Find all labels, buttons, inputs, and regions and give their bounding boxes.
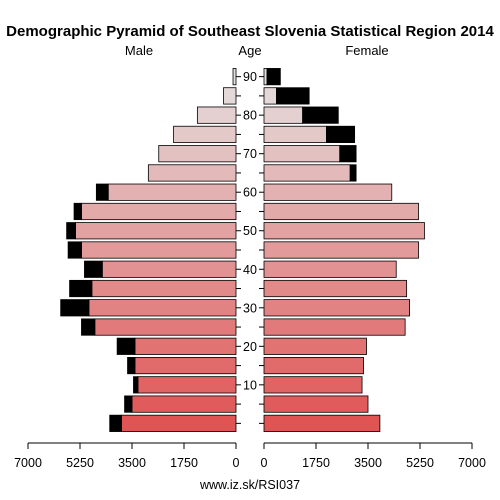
age-tick-label-40: 40 — [243, 263, 257, 277]
female-bar-45-49 — [263, 241, 419, 259]
male-excess-bar-10-14 — [133, 376, 139, 394]
female-excess-bar-80-84 — [302, 106, 339, 124]
female-excess-bar-70-74 — [339, 145, 357, 163]
male-excess-bar-55-59 — [73, 202, 82, 221]
female-bar-15-19 — [263, 356, 364, 375]
male-bar-5-9 — [131, 395, 237, 413]
age-tick-label-70: 70 — [243, 147, 257, 161]
male-bar-50-54 — [75, 222, 237, 240]
male-bar-65-69 — [147, 164, 237, 182]
male-excess-bar-25-29 — [81, 318, 96, 336]
age-tick-label-60: 60 — [243, 186, 257, 200]
female-bar-50-54 — [263, 222, 425, 240]
x-tick-label-3: 1750 — [170, 456, 198, 470]
male-excess-bar-40-44 — [84, 260, 103, 278]
female-bar-65-69 — [263, 164, 351, 182]
x-tick-label-7: 5250 — [406, 456, 434, 470]
female-bar-30-34 — [263, 299, 411, 317]
male-bar-10-14 — [137, 376, 237, 394]
x-tick-label-1: 5250 — [66, 456, 94, 470]
female-excess-bar-75-79 — [325, 125, 356, 144]
female-bar-60-64 — [263, 183, 393, 201]
age-tick-label-10: 10 — [243, 378, 257, 392]
male-bar-0-4 — [121, 414, 237, 432]
x-tick-label-4: 0 — [233, 456, 240, 470]
female-bar-10-14 — [263, 376, 363, 394]
x-tick-label-2: 3500 — [118, 456, 146, 470]
age-tick-label-30: 30 — [243, 301, 257, 315]
male-bar-45-49 — [81, 241, 237, 259]
male-bar-70-74 — [158, 145, 237, 163]
female-bar-85-89 — [263, 87, 277, 105]
female-bar-25-29 — [263, 318, 406, 336]
female-label: Female — [345, 43, 388, 58]
x-tick-label-right-zero: 0 — [261, 456, 268, 470]
female-bar-20-24 — [263, 337, 367, 355]
male-bar-75-79 — [173, 125, 237, 144]
female-bar-0-4 — [263, 414, 381, 432]
male-bar-20-24 — [134, 337, 237, 355]
female-bar-5-9 — [263, 395, 369, 413]
male-bar-90+ — [232, 68, 237, 86]
male-label: Male — [125, 43, 153, 58]
age-tick-label-50: 50 — [243, 224, 257, 238]
female-bar-75-79 — [263, 125, 327, 144]
female-bar-40-44 — [263, 260, 397, 278]
chart-title: Demographic Pyramid of Southeast Sloveni… — [6, 23, 494, 40]
male-bar-15-19 — [134, 356, 237, 375]
male-bar-30-34 — [88, 299, 237, 317]
male-bar-80-84 — [196, 106, 237, 124]
x-tick-label-6: 3500 — [354, 456, 382, 470]
female-bar-90+ — [263, 68, 268, 86]
male-excess-bar-50-54 — [66, 222, 76, 240]
age-label: Age — [238, 43, 261, 58]
male-bar-40-44 — [101, 260, 237, 278]
male-bar-35-39 — [91, 279, 237, 298]
age-tick-label-20: 20 — [243, 340, 257, 354]
footer-url: www.iz.sk/RSI037 — [199, 478, 300, 492]
axes-group: 7000 5250 3500 1750 0 0 1750 3500 5250 7000 10 20 30… — [14, 70, 486, 470]
age-tick-label-80: 80 — [243, 109, 257, 123]
female-bar-80-84 — [263, 106, 304, 124]
male-excess-bar-35-39 — [69, 279, 93, 298]
male-bar-25-29 — [94, 318, 237, 336]
male-bar-55-59 — [81, 202, 237, 221]
female-bar-55-59 — [263, 202, 419, 221]
female-excess-bar-90+ — [266, 68, 281, 86]
female-bar-70-74 — [263, 145, 341, 163]
female-excess-bar-85-89 — [276, 87, 310, 105]
male-excess-bar-20-24 — [116, 337, 136, 355]
male-excess-bar-60-64 — [95, 183, 109, 201]
male-bar-85-89 — [223, 87, 237, 105]
x-tick-label-8: 7000 — [458, 456, 486, 470]
male-excess-bar-45-49 — [67, 241, 82, 259]
male-excess-bar-30-34 — [60, 299, 90, 317]
female-bar-35-39 — [263, 279, 408, 298]
male-bar-60-64 — [107, 183, 237, 201]
male-excess-bar-5-9 — [124, 395, 133, 413]
bars-group — [60, 68, 425, 432]
female-excess-bar-65-69 — [349, 164, 357, 182]
male-excess-bar-0-4 — [109, 414, 123, 432]
x-tick-label-0: 7000 — [14, 456, 42, 470]
age-tick-label-90: 90 — [243, 70, 257, 84]
x-tick-label-5: 1750 — [302, 456, 330, 470]
male-excess-bar-15-19 — [127, 356, 136, 375]
